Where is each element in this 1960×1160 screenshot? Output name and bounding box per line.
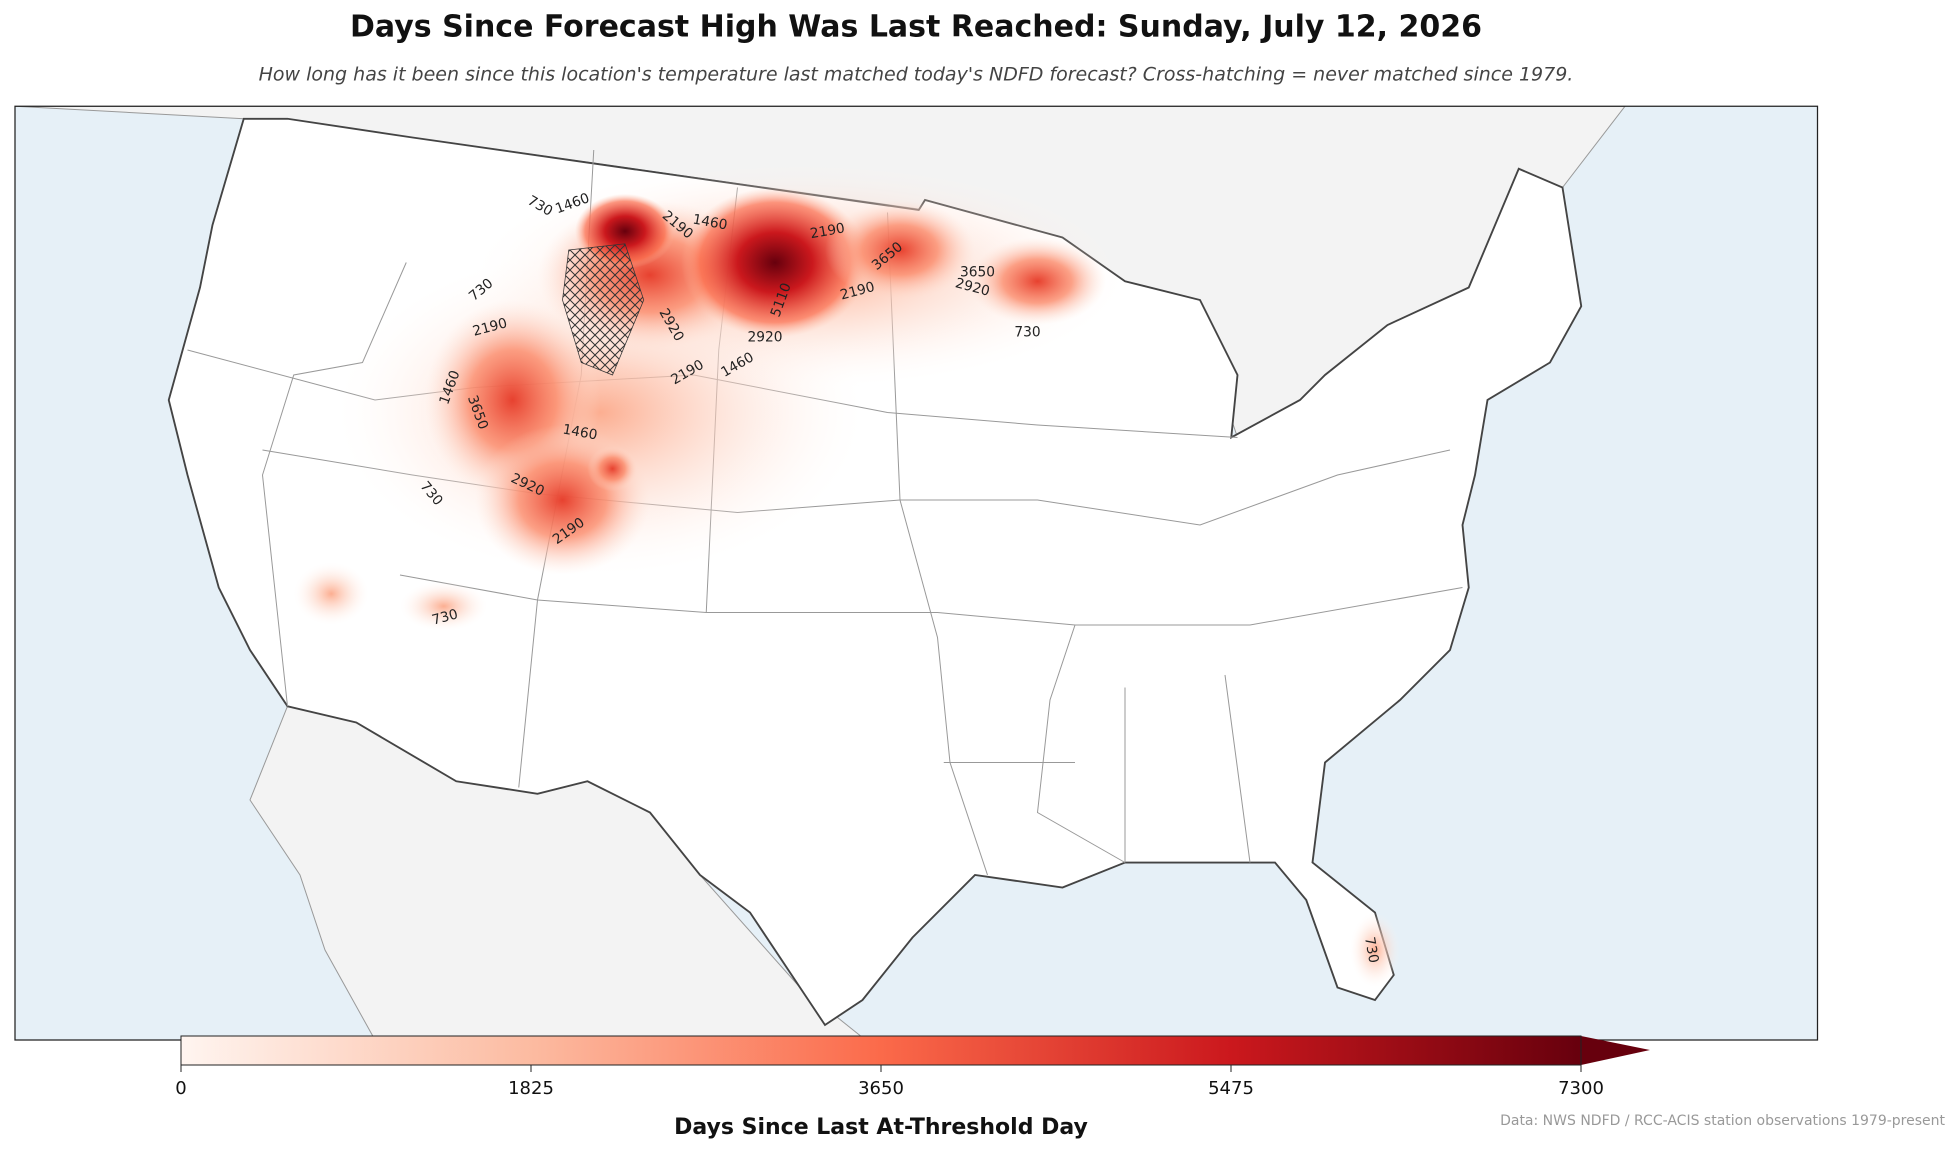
colorbar-tick-label: 5475 [1208, 1078, 1254, 1099]
colorbar-tick-label: 1825 [508, 1078, 554, 1099]
contour-label: 730 [1014, 325, 1040, 341]
anomaly-field [293, 162, 1400, 988]
colorbar [180, 1035, 1650, 1066]
colorbar-label: Days Since Last At-Threshold Day [674, 1115, 1088, 1140]
contour-label: 2190 [809, 220, 846, 242]
contour-label: 1460 [691, 212, 728, 234]
colorbar-fill [181, 1036, 1581, 1065]
contour-label: 1460 [561, 422, 598, 444]
contour-label: 730 [1361, 936, 1381, 965]
contour-label: 2920 [748, 330, 783, 346]
contour-label: 3650 [960, 265, 995, 281]
colorbar-tick-label: 3650 [858, 1078, 904, 1099]
contour-label: 730 [430, 606, 459, 628]
colorbar-tick-label: 7300 [1558, 1078, 1604, 1099]
subtitle: How long has it been since this location… [259, 64, 1574, 86]
colorbar-extend [1581, 1036, 1650, 1065]
source-note: Data: NWS NDFD / RCC-ACIS station observ… [1500, 1113, 1945, 1129]
title: Days Since Forecast High Was Last Reache… [350, 10, 1482, 45]
colorbar-tick-label: 0 [175, 1078, 186, 1099]
